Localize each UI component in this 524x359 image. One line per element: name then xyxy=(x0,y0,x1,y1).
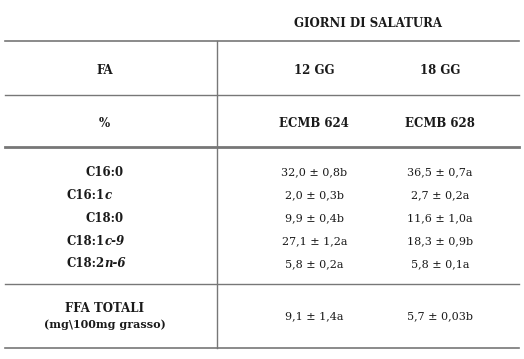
Text: C18:0: C18:0 xyxy=(86,212,124,225)
Text: FFA TOTALI: FFA TOTALI xyxy=(66,302,144,315)
Text: 5,8 ± 0,1a: 5,8 ± 0,1a xyxy=(411,259,470,269)
Text: 27,1 ± 1,2a: 27,1 ± 1,2a xyxy=(282,236,347,246)
Text: 18 GG: 18 GG xyxy=(420,64,461,76)
Text: 5,8 ± 0,2a: 5,8 ± 0,2a xyxy=(285,259,344,269)
Text: c-9: c-9 xyxy=(105,235,125,248)
Text: FA: FA xyxy=(96,64,113,76)
Text: ECMB 624: ECMB 624 xyxy=(279,117,350,130)
Text: c: c xyxy=(105,189,112,202)
Text: C16:1: C16:1 xyxy=(67,189,105,202)
Text: C18:2: C18:2 xyxy=(67,257,105,270)
Text: C18:1: C18:1 xyxy=(67,235,105,248)
Text: 12 GG: 12 GG xyxy=(294,64,335,76)
Text: 18,3 ± 0,9b: 18,3 ± 0,9b xyxy=(407,236,473,246)
Text: 9,1 ± 1,4a: 9,1 ± 1,4a xyxy=(285,311,344,321)
Text: (mg\100mg grasso): (mg\100mg grasso) xyxy=(44,320,166,330)
Text: 2,0 ± 0,3b: 2,0 ± 0,3b xyxy=(285,191,344,201)
Text: ECMB 628: ECMB 628 xyxy=(405,117,475,130)
Text: n-6: n-6 xyxy=(105,257,126,270)
Text: 5,7 ± 0,03b: 5,7 ± 0,03b xyxy=(407,311,473,321)
Text: 2,7 ± 0,2a: 2,7 ± 0,2a xyxy=(411,191,470,201)
Text: GIORNI DI SALATURA: GIORNI DI SALATURA xyxy=(294,17,442,30)
Text: 9,9 ± 0,4b: 9,9 ± 0,4b xyxy=(285,213,344,223)
Text: 36,5 ± 0,7a: 36,5 ± 0,7a xyxy=(407,167,473,177)
Text: 32,0 ± 0,8b: 32,0 ± 0,8b xyxy=(281,167,347,177)
Text: C16:0: C16:0 xyxy=(86,166,124,179)
Text: %: % xyxy=(99,117,111,130)
Text: 11,6 ± 1,0a: 11,6 ± 1,0a xyxy=(407,213,473,223)
